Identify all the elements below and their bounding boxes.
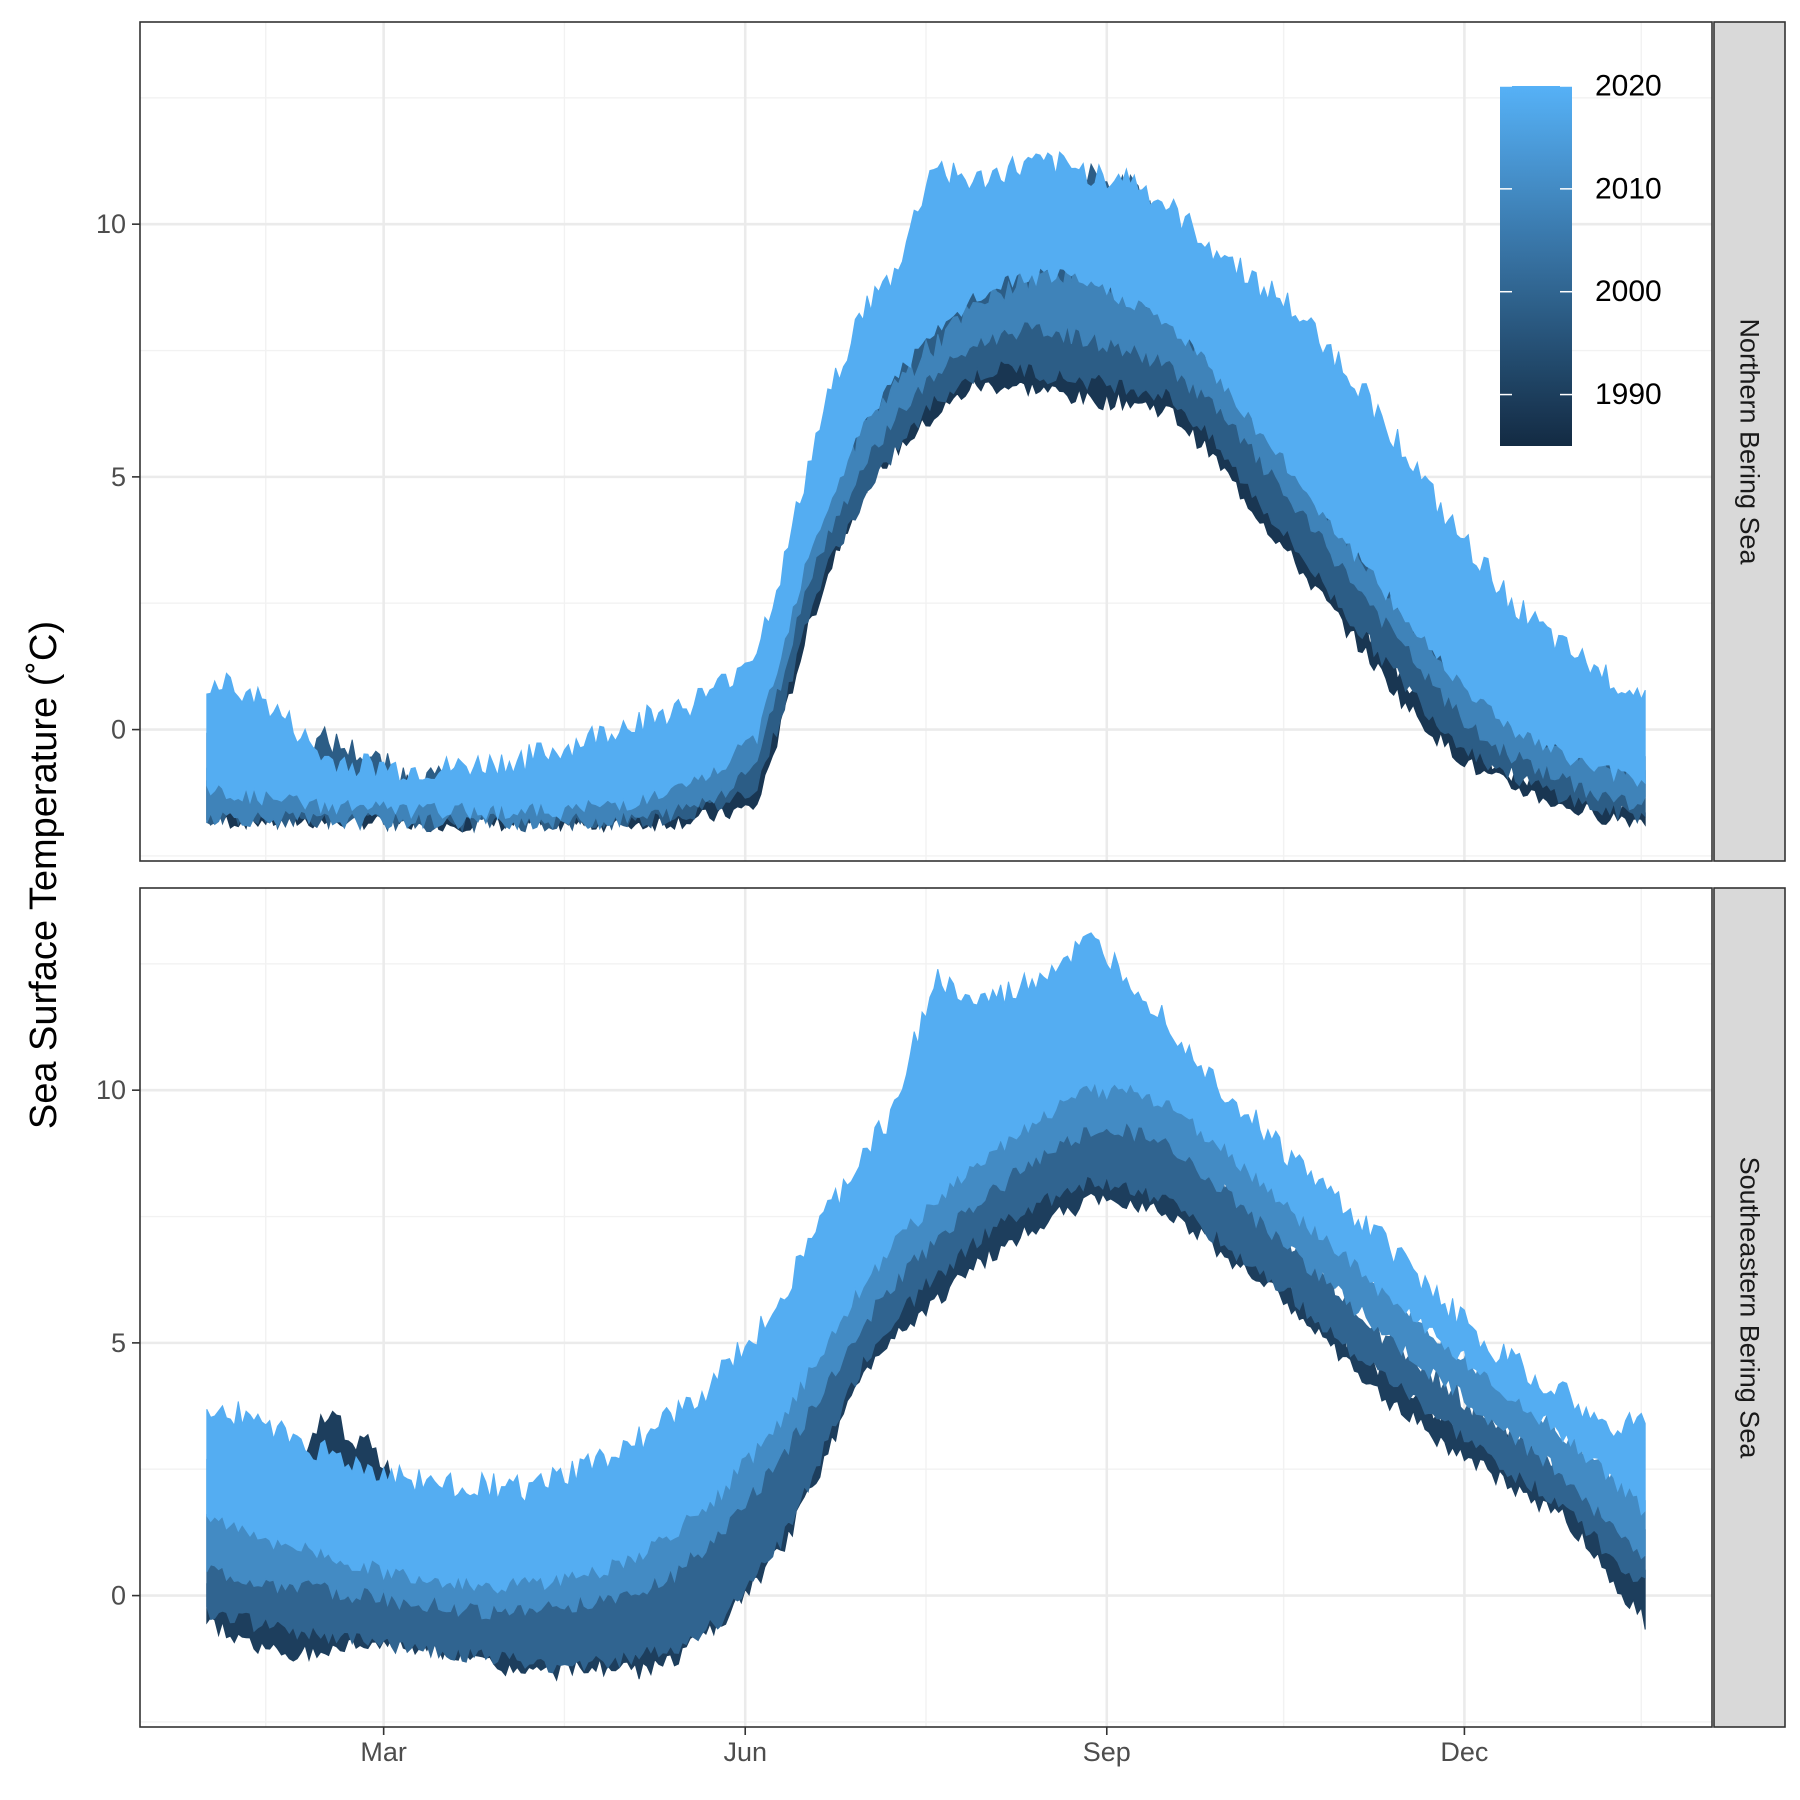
facet-strip [1713,21,1786,862]
y-tick-label: 10 [96,209,126,239]
facet-strip-label: Southeastern Bering Sea [1735,1157,1765,1460]
x-tick-label: Sep [1083,1737,1131,1767]
legend-label: 2010 [1595,172,1662,205]
y-tick-label: 0 [111,715,126,745]
y-tick-label: 0 [111,1581,126,1611]
facet-strip [1713,887,1786,1728]
x-tick-label: Jun [723,1737,767,1767]
y-tick-label: 5 [111,462,126,492]
panel-border [139,887,1713,1728]
y-tick-label: 5 [111,1328,126,1358]
temperature-band-2019 [206,932,1646,1594]
panel-northern-bering-sea: 0 5 10 Northern Bering Sea [96,21,1786,862]
temperature-band-2019 [206,151,1646,822]
legend-label: 1990 [1595,378,1662,411]
temperature-bands [206,151,1646,834]
y-tick-label: 10 [96,1075,126,1105]
panel-border [139,21,1713,862]
temperature-bands [206,932,1646,1682]
panel-southeastern-bering-sea: 0 5 10 Southeastern Bering Sea [96,887,1786,1728]
x-tick-label: Mar [360,1737,407,1767]
x-axis: Mar Jun Sep Dec [360,1727,1488,1767]
facet-strip-label: Northern Bering Sea [1735,318,1765,565]
legend-ticks: 1990 2000 2010 2020 [1500,70,1662,411]
y-axis: 0 5 10 [96,1075,140,1611]
legend-label: 2020 [1595,70,1662,103]
y-axis-title: Sea Surface Temperature (˚C) [23,621,65,1129]
y-axis: 0 5 10 [96,209,140,745]
x-tick-label: Dec [1440,1737,1488,1767]
legend-colorbar [1500,86,1572,446]
legend: 1990 2000 2010 2020 [1500,70,1662,446]
legend-label: 2000 [1595,275,1662,308]
